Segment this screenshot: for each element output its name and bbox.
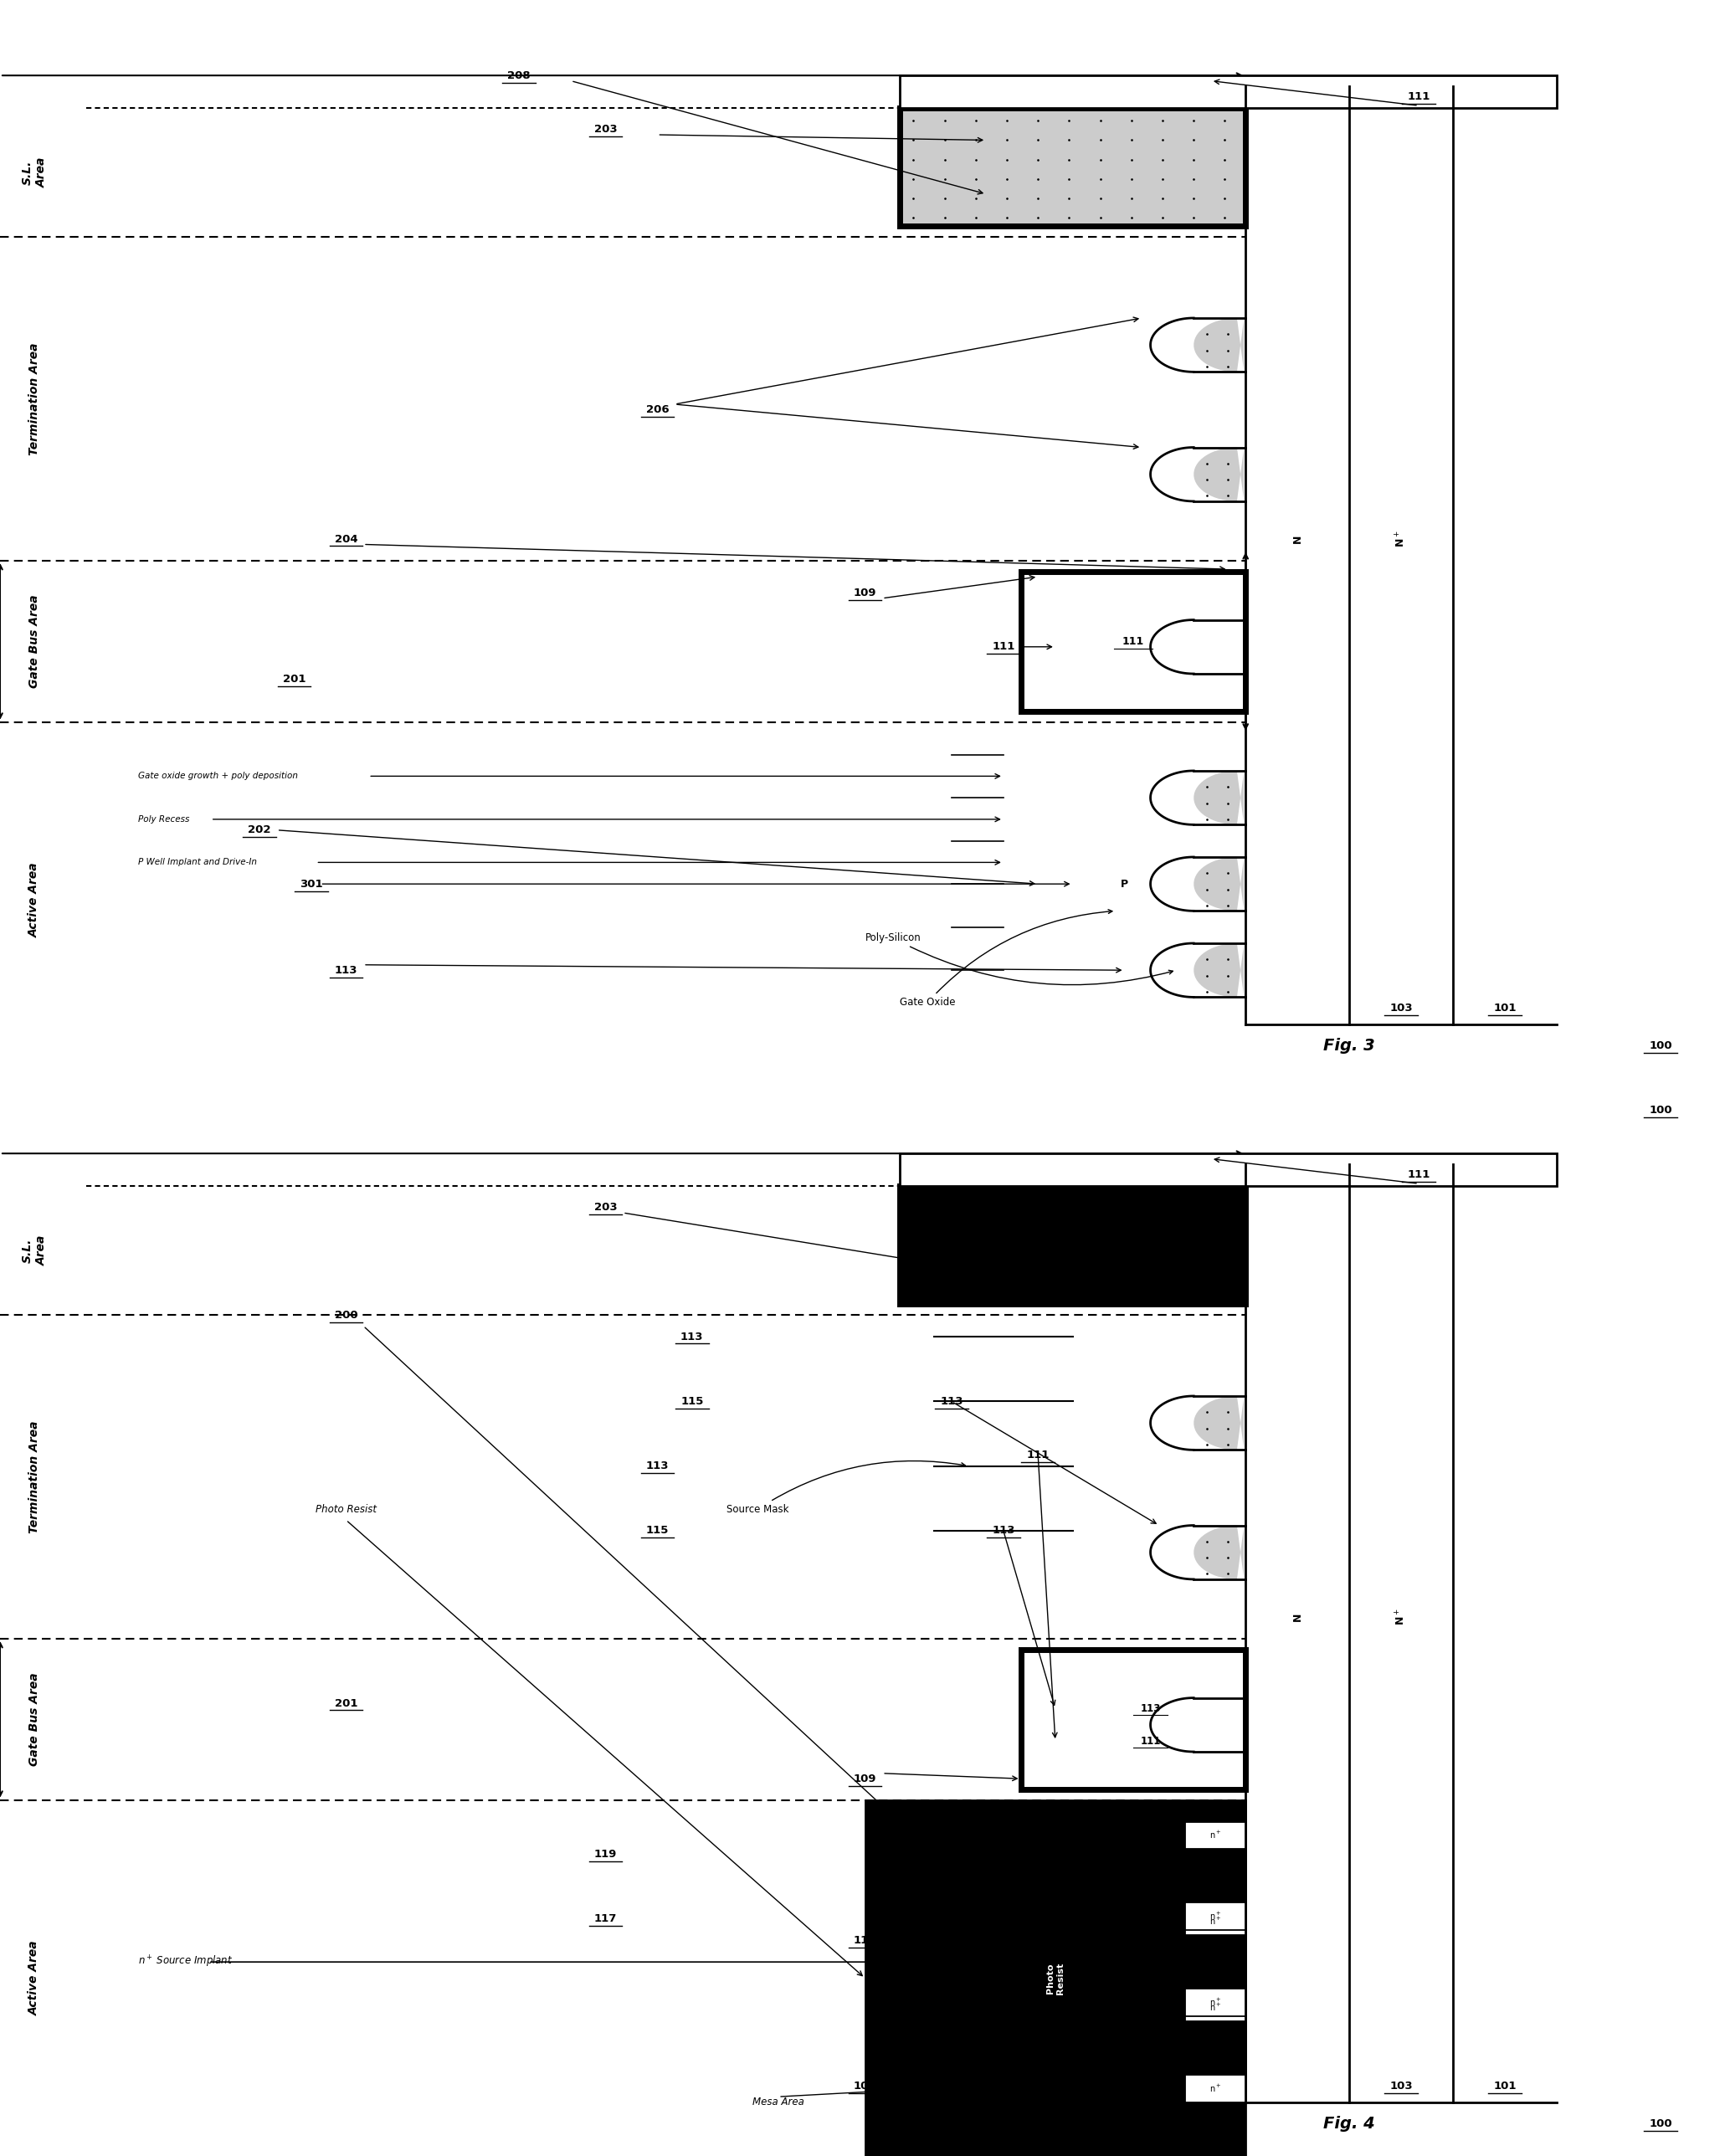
Text: N$^+$: N$^+$	[1394, 1608, 1408, 1626]
Text: 301: 301	[299, 877, 324, 890]
Text: 111: 111	[1140, 1736, 1161, 1746]
Text: 100: 100	[1649, 2117, 1673, 2130]
Text: 111: 111	[1406, 1169, 1431, 1181]
Text: Photo
Resist: Photo Resist	[1047, 1962, 1064, 1994]
Text: 103: 103	[1389, 1003, 1413, 1013]
Text: n$^+$: n$^+$	[1209, 1910, 1221, 1921]
Text: n$^+$: n$^+$	[1209, 2083, 1221, 2093]
Text: 119: 119	[593, 1848, 618, 1861]
Text: 109: 109	[853, 1772, 877, 1785]
Text: Mesa Area: Mesa Area	[753, 2096, 804, 2109]
Polygon shape	[1194, 772, 1244, 826]
Text: Poly-Silicon: Poly-Silicon	[865, 1955, 1173, 1968]
Text: 103: 103	[853, 2081, 877, 2091]
Text: Termination Area: Termination Area	[29, 1421, 40, 1533]
Text: Termination Area: Termination Area	[29, 343, 40, 455]
Text: 113: 113	[939, 1395, 964, 1408]
Text: 206: 206	[645, 403, 670, 416]
Text: 100: 100	[1649, 1039, 1673, 1052]
Text: 111: 111	[1123, 636, 1144, 647]
Text: S.L.
Area: S.L. Area	[22, 157, 47, 188]
Polygon shape	[1194, 1526, 1244, 1578]
Text: 111: 111	[991, 640, 1016, 653]
Polygon shape	[900, 1186, 1246, 1304]
Text: 109: 109	[853, 586, 877, 599]
Text: n$^+$: n$^+$	[1209, 1917, 1221, 1927]
Text: 201: 201	[282, 673, 306, 686]
Text: 111: 111	[1026, 1880, 1050, 1893]
Text: 201: 201	[334, 1697, 358, 1710]
Text: 204: 204	[334, 533, 358, 545]
Text: n$^+$: n$^+$	[1209, 1830, 1221, 1841]
Polygon shape	[900, 108, 1246, 226]
Polygon shape	[1021, 571, 1246, 711]
Text: n$^+$: n$^+$	[1209, 2003, 1221, 2014]
Text: N$^+$: N$^+$	[1394, 530, 1408, 548]
Text: 101: 101	[1493, 2081, 1517, 2091]
Polygon shape	[1194, 1848, 1244, 1904]
Polygon shape	[1194, 621, 1244, 673]
Polygon shape	[1194, 858, 1244, 910]
Text: N: N	[1292, 1613, 1303, 1621]
Text: P Well Implant and Drive-In: P Well Implant and Drive-In	[138, 858, 258, 867]
Polygon shape	[1185, 1904, 1246, 1930]
Text: N: N	[1292, 535, 1303, 543]
Polygon shape	[900, 75, 1557, 108]
Polygon shape	[1194, 2022, 1244, 2074]
Polygon shape	[1194, 319, 1244, 371]
Text: Gate oxide growth + poly deposition: Gate oxide growth + poly deposition	[138, 772, 298, 780]
Text: 103: 103	[1389, 2081, 1413, 2091]
Text: Active Area: Active Area	[29, 1940, 40, 2016]
Text: 113: 113	[334, 964, 358, 977]
Text: Fig. 4: Fig. 4	[1323, 2115, 1375, 2132]
Text: 111: 111	[1026, 1449, 1050, 1462]
Text: 113: 113	[853, 1934, 877, 1947]
Text: Photo Resist: Photo Resist	[315, 1503, 377, 1516]
Text: n$^+$ Source Implant: n$^+$ Source Implant	[138, 1953, 234, 1971]
Polygon shape	[1194, 1699, 1244, 1751]
Text: 111: 111	[1406, 91, 1431, 103]
Polygon shape	[1194, 1397, 1244, 1449]
Polygon shape	[900, 1153, 1557, 1186]
Text: P: P	[1121, 877, 1128, 890]
Polygon shape	[1185, 1994, 1246, 2022]
Text: 202: 202	[247, 824, 272, 837]
Text: Gate Bus Area: Gate Bus Area	[29, 595, 40, 688]
Polygon shape	[1021, 1649, 1246, 1789]
Text: 100: 100	[1649, 1104, 1673, 1117]
Text: 203: 203	[593, 1201, 618, 1214]
Text: Gate Oxide: Gate Oxide	[900, 1904, 1112, 2033]
Text: Gate Bus Area: Gate Bus Area	[29, 1673, 40, 1766]
Polygon shape	[865, 1800, 1246, 2156]
Text: 113: 113	[1140, 1703, 1161, 1714]
Text: 200: 200	[334, 1309, 358, 1322]
Text: 208: 208	[507, 69, 531, 82]
Text: 115: 115	[645, 1524, 670, 1537]
Text: Poly-Silicon: Poly-Silicon	[865, 931, 1173, 985]
Text: 203: 203	[593, 123, 618, 136]
Text: Source Mask: Source Mask	[727, 1462, 965, 1516]
Text: S.L.
Area: S.L. Area	[22, 1235, 47, 1266]
Text: 113: 113	[680, 1330, 704, 1343]
Text: Poly Recess: Poly Recess	[138, 815, 190, 824]
Polygon shape	[1185, 1822, 1246, 1848]
Polygon shape	[1185, 1908, 1246, 1936]
Text: Active Area: Active Area	[29, 862, 40, 938]
Polygon shape	[1194, 944, 1244, 996]
Text: Fig. 3: Fig. 3	[1323, 1037, 1375, 1054]
Text: 113: 113	[991, 1524, 1016, 1537]
Polygon shape	[1185, 1988, 1246, 2016]
Text: 101: 101	[1493, 1003, 1517, 1013]
Text: n$^+$: n$^+$	[1209, 1996, 1221, 2007]
Text: 113: 113	[645, 1460, 670, 1473]
Polygon shape	[1185, 2074, 1246, 2102]
Polygon shape	[1194, 1936, 1244, 1988]
Text: Gate Oxide: Gate Oxide	[900, 910, 1112, 1009]
Text: 115: 115	[680, 1395, 704, 1408]
Text: 117: 117	[593, 1912, 618, 1925]
Polygon shape	[1194, 448, 1244, 502]
